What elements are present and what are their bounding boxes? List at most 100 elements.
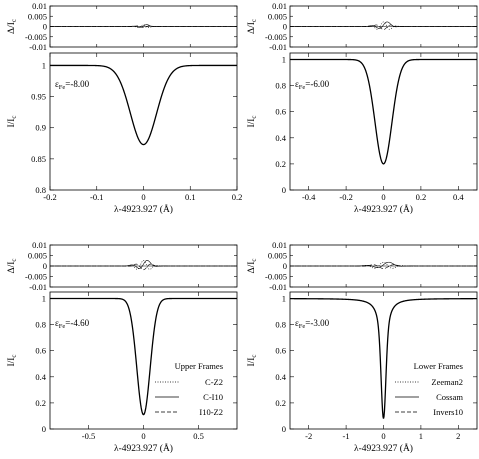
residual-ylabel: Δ/Ic — [247, 19, 258, 34]
main-ylabel: I/Ic — [247, 354, 258, 366]
residual-ytick-label: 0.005 — [28, 11, 47, 21]
legend-entry: C-I10 — [203, 392, 223, 402]
residual-ytick-label: 0 — [283, 261, 287, 271]
x-axis-label: λ-4923.927 (Å) — [114, 442, 173, 454]
main-xtick-label: -1 — [343, 431, 350, 441]
residual-ytick-label: 0.01 — [32, 240, 47, 250]
main-ytick-label: 0 — [282, 424, 286, 434]
legend-title: Upper Frames — [175, 361, 223, 371]
residual-ytick-label: -0.005 — [25, 32, 47, 42]
profile-curve — [290, 58, 477, 165]
main-xtick-label: -0.5 — [82, 431, 95, 441]
residual-ytick-label: 0 — [283, 22, 287, 32]
main-xtick-label: -0.4 — [302, 192, 316, 202]
epsilon-label: εFe=-4.60 — [55, 318, 90, 330]
main-xtick-label: 1 — [419, 431, 423, 441]
residual-ytick-label: -0.005 — [25, 272, 47, 282]
main-xtick-label: 0.2 — [232, 192, 243, 202]
main-ytick-label: 0.6 — [275, 107, 286, 117]
residual-ytick-label: 0.005 — [268, 251, 287, 261]
main-frame — [49, 52, 238, 191]
residual-curve-1 — [50, 24, 237, 28]
main-xtick-label: 0.4 — [453, 192, 464, 202]
x-axis-label: λ-4923.927 (Å) — [354, 442, 413, 454]
residual-ylabel: Δ/Ic — [7, 258, 18, 273]
residual-curve-2 — [290, 24, 477, 30]
residual-curve-1 — [290, 261, 477, 268]
main-ytick-label: 0.8 — [35, 185, 46, 195]
main-xtick-label: 2 — [456, 431, 460, 441]
main-ytick-label: 0.6 — [275, 346, 286, 356]
main-xtick-label: 0 — [381, 192, 385, 202]
main-ytick-label: 0.8 — [35, 320, 46, 330]
epsilon-label: εFe=-8.00 — [55, 79, 90, 91]
residual-ytick-label: 0.01 — [272, 1, 287, 11]
legend-entry: C-Z2 — [205, 377, 223, 387]
main-ytick-label: 0 — [42, 424, 46, 434]
residual-ytick-label: 0.01 — [272, 240, 287, 250]
residual-ytick-label: 0.005 — [28, 251, 47, 261]
residual-ytick-label: -0.005 — [265, 272, 287, 282]
legend-title: Lower Frames — [414, 361, 463, 371]
main-xtick-label: 0 — [141, 192, 145, 202]
residual-ytick-label: -0.01 — [29, 282, 47, 292]
residual-curve-2 — [50, 25, 237, 29]
x-axis-label: λ-4923.927 (Å) — [354, 203, 413, 215]
residual-curve-0 — [290, 261, 477, 269]
residual-ytick-label: -0.01 — [269, 282, 287, 292]
main-xtick-label: -2 — [305, 431, 312, 441]
panel-top-left: -0.01-0.00500.0050.01Δ/Ic0.80.850.90.951… — [7, 1, 242, 215]
panel-bottom-right: -0.01-0.00500.0050.01Δ/Ic00.20.40.60.81-… — [247, 240, 478, 454]
main-ytick-label: 0.2 — [35, 398, 46, 408]
main-ytick-label: 0.4 — [275, 372, 286, 382]
residual-ytick-label: 0.01 — [32, 1, 47, 11]
main-xtick-label: 0.2 — [416, 192, 427, 202]
main-ytick-label: 0.85 — [31, 154, 46, 164]
main-ylabel: I/Ic — [247, 115, 258, 127]
profile-curve — [50, 297, 237, 416]
profile-curve — [50, 64, 237, 146]
main-xtick-label: 0.5 — [193, 431, 204, 441]
residual-ylabel: Δ/Ic — [247, 258, 258, 273]
residual-ytick-label: -0.01 — [29, 42, 47, 52]
residual-curve-1 — [50, 260, 237, 269]
main-ytick-label: 0 — [282, 185, 286, 195]
main-xtick-label: 0.1 — [185, 192, 196, 202]
epsilon-label: εFe=-3.00 — [295, 318, 330, 330]
main-ytick-label: 0.4 — [35, 372, 46, 382]
main-ytick-label: 0.8 — [275, 320, 286, 330]
main-xtick-label: 0 — [141, 431, 145, 441]
main-ytick-label: 0.6 — [35, 346, 46, 356]
main-xtick-label: 0 — [381, 431, 385, 441]
main-ytick-label: 1 — [282, 294, 286, 304]
main-ytick-label: 0.2 — [275, 159, 286, 169]
residual-ytick-label: -0.005 — [265, 32, 287, 42]
residual-curve-0 — [290, 21, 477, 30]
main-xtick-label: -0.2 — [339, 192, 352, 202]
residual-ytick-label: 0.005 — [268, 11, 287, 21]
main-ytick-label: 0.95 — [31, 92, 46, 102]
legend: Lower Frames Zeeman2 Cossam Invers10 — [395, 361, 463, 417]
residual-ytick-label: 0 — [43, 22, 47, 32]
main-ytick-label: 0.9 — [35, 123, 46, 133]
main-ytick-label: 1 — [282, 55, 286, 65]
residual-curve-1 — [290, 21, 477, 29]
main-ytick-label: 1 — [42, 294, 46, 304]
legend-entry: Cossam — [436, 392, 463, 402]
legend-entry: Zeeman2 — [431, 377, 463, 387]
legend-entry: I10-Z2 — [199, 407, 223, 417]
residual-curve-2 — [50, 263, 237, 271]
main-ylabel: I/Ic — [7, 354, 18, 366]
legend-entry: Invers10 — [433, 407, 463, 417]
main-ytick-label: 1 — [42, 60, 46, 70]
residual-ytick-label: -0.01 — [269, 42, 287, 52]
main-ytick-label: 0.4 — [275, 133, 286, 143]
residual-ylabel: Δ/Ic — [7, 19, 18, 34]
main-xtick-label: -0.2 — [43, 192, 56, 202]
main-frame — [289, 52, 478, 191]
main-ytick-label: 0.2 — [275, 398, 286, 408]
panel-top-right: -0.01-0.00500.0050.01Δ/Ic00.20.40.60.81-… — [247, 1, 478, 215]
profile-curve — [290, 298, 477, 419]
main-ytick-label: 0.8 — [275, 81, 286, 91]
